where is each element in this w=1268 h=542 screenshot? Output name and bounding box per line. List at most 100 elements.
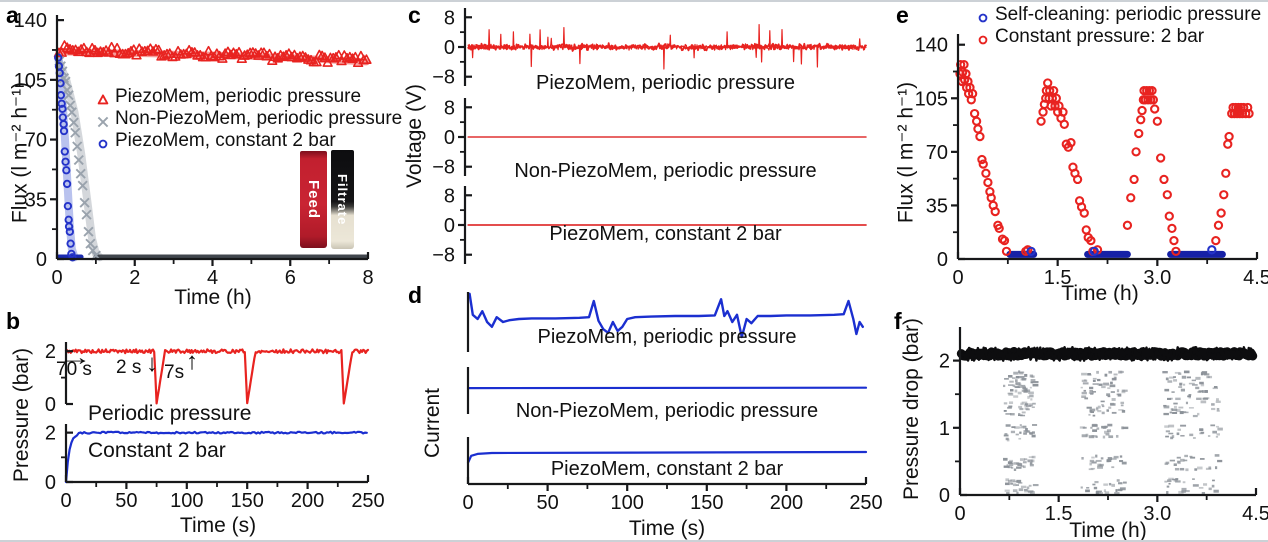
svg-text:6: 6 <box>285 267 296 289</box>
panel-b-x-axis-label: Time (s) <box>179 514 257 537</box>
periodic-pressure-label: Periodic pressure <box>88 402 252 425</box>
svg-text:0: 0 <box>51 267 62 289</box>
svg-text:4.5: 4.5 <box>1242 503 1268 525</box>
svg-text:0: 0 <box>462 492 473 514</box>
svg-text:0: 0 <box>954 503 965 525</box>
svg-text:−8: −8 <box>432 157 455 179</box>
legend-label: PiezoMem, constant 2 bar <box>115 130 336 151</box>
svg-text:50: 50 <box>115 490 137 512</box>
panel-c-label: c <box>408 2 421 28</box>
circle-marker-icon <box>96 134 110 149</box>
svg-text:70: 70 <box>25 130 47 152</box>
filtrate-vial-image: Filtrate <box>331 150 354 249</box>
filtrate-vial-label: Filtrate <box>335 173 350 226</box>
feed-vial-image: Feed <box>300 151 327 248</box>
right-arrow-icon: → <box>58 344 93 370</box>
svg-text:150: 150 <box>690 492 723 514</box>
panel-e-y-axis-label: Flux (l m⁻² h⁻¹) <box>894 81 918 224</box>
panel-e-x-axis-label: Time (h) <box>1061 282 1139 305</box>
svg-text:100: 100 <box>611 492 644 514</box>
panel-b-constant-plot: 200 50 100 150 200 250 <box>45 423 385 512</box>
circle-marker-icon <box>976 8 990 23</box>
panel-e: e Self-cleaning: periodic pressure Const… <box>880 2 1268 305</box>
svg-text:4: 4 <box>207 267 218 289</box>
subplot-label: Non-PiezoMem, periodic pressure <box>514 160 817 182</box>
subplot-label: PiezoMem, constant 2 bar <box>550 458 784 480</box>
x-marker-icon <box>96 112 110 128</box>
subplot-label: PiezoMem, periodic pressure <box>537 326 797 348</box>
svg-text:2: 2 <box>129 267 140 289</box>
down-arrow-icon: ↓ <box>146 350 158 377</box>
panel-a-legend: PiezoMem, periodic pressure Non-PiezoMem… <box>96 86 402 152</box>
svg-text:2: 2 <box>939 351 950 373</box>
panel-a-label: a <box>6 2 19 28</box>
feed-vial-label: Feed <box>305 179 322 219</box>
panel-f-plot: 0 1 2 0 1.5 3.0 4.5 <box>939 327 1268 525</box>
svg-text:1.5: 1.5 <box>1044 267 1072 289</box>
panel-d-nonpiezomem-plot <box>466 367 868 414</box>
svg-text:105: 105 <box>14 70 47 92</box>
legend-label: Constant pressure: 2 bar <box>995 26 1205 47</box>
up-arrow-icon: ↑ <box>186 348 198 375</box>
svg-text:8: 8 <box>444 97 455 119</box>
svg-text:70: 70 <box>926 142 948 164</box>
svg-text:2: 2 <box>45 341 56 363</box>
panel-f-label: f <box>894 308 902 334</box>
subplot-label: PiezoMem, constant 2 bar <box>549 223 782 245</box>
panel-e-label: e <box>896 2 909 28</box>
svg-text:−8: −8 <box>432 67 455 89</box>
panel-a: a Flux (l m⁻² h⁻¹) 0 35 70 105 140 0 2 4 6 8 Time… <box>0 2 402 309</box>
triangle-marker-icon <box>96 90 110 105</box>
panel-c-piezomem-periodic-plot: 8 0 −8 <box>432 7 867 89</box>
svg-text:140: 140 <box>915 35 948 57</box>
svg-text:8: 8 <box>362 267 373 289</box>
legend-label: Self-cleaning: periodic pressure <box>995 4 1262 25</box>
subplot-label: PiezoMem, periodic pressure <box>536 72 795 94</box>
legend-label: Non-PiezoMem, periodic pressure <box>115 108 403 129</box>
panel-e-plot: 0 35 70 105 140 0 1.5 3.0 4.5 <box>915 34 1268 289</box>
annotation-70s: 70 s <box>56 359 92 380</box>
svg-text:4.5: 4.5 <box>1243 267 1268 289</box>
panel-b-label: b <box>6 308 21 334</box>
svg-text:35: 35 <box>25 189 47 211</box>
panel-d-piezomem-periodic-plot <box>466 292 864 352</box>
panel-c: c Voltage (V) 8 0 −8 PiezoMem, periodic pr… <box>400 2 880 282</box>
panel-c-nonpiezomem-plot: 8 0 −8 <box>432 97 867 179</box>
legend-item: PiezoMem, constant 2 bar <box>96 130 402 152</box>
panel-b-y-axis-label: Pressure (bar) <box>10 347 33 483</box>
svg-text:200: 200 <box>770 492 803 514</box>
constant-2bar-label: Constant 2 bar <box>88 439 226 462</box>
svg-text:250: 250 <box>351 490 384 512</box>
svg-text:0: 0 <box>444 127 455 149</box>
legend-item: PiezoMem, periodic pressure <box>96 86 402 108</box>
svg-text:1.5: 1.5 <box>1045 503 1073 525</box>
panel-f-y-axis-label: Pressure drop (bar) <box>900 317 923 501</box>
panel-f: f Pressure drop (bar) 0 1 2 0 1.5 3.0 4.5 Time… <box>880 302 1268 542</box>
svg-text:0: 0 <box>937 249 948 271</box>
panel-d-label: d <box>408 282 423 308</box>
circle-marker-icon <box>976 30 990 45</box>
legend-item: Non-PiezoMem, periodic pressure <box>96 108 402 130</box>
svg-text:0: 0 <box>45 472 56 494</box>
annotation-7s: 7s <box>164 362 185 383</box>
panel-d-piezomem-constant-plot: 0 50 100 150 200 250 <box>462 437 883 514</box>
panel-f-x-axis-label: Time (h) <box>1069 519 1147 542</box>
panel-a-x-axis-label: Time (h) <box>174 286 252 309</box>
svg-text:105: 105 <box>915 88 948 110</box>
svg-text:2: 2 <box>45 423 56 445</box>
panel-a-plot: 0 35 70 105 140 0 2 4 6 8 <box>14 10 374 289</box>
svg-text:3.0: 3.0 <box>1143 267 1171 289</box>
svg-text:8: 8 <box>444 185 455 207</box>
svg-text:35: 35 <box>926 195 948 217</box>
svg-text:0: 0 <box>60 490 71 512</box>
panel-c-piezomem-constant-plot: 8 0 −8 <box>432 185 867 267</box>
svg-text:1: 1 <box>939 418 950 440</box>
svg-text:0: 0 <box>36 249 47 271</box>
svg-text:8: 8 <box>444 7 455 29</box>
panel-d-x-axis-label: Time (s) <box>628 517 706 540</box>
svg-text:0: 0 <box>444 37 455 59</box>
legend-item: Constant pressure: 2 bar <box>976 26 1261 48</box>
legend-item: Self-cleaning: periodic pressure <box>976 4 1261 26</box>
